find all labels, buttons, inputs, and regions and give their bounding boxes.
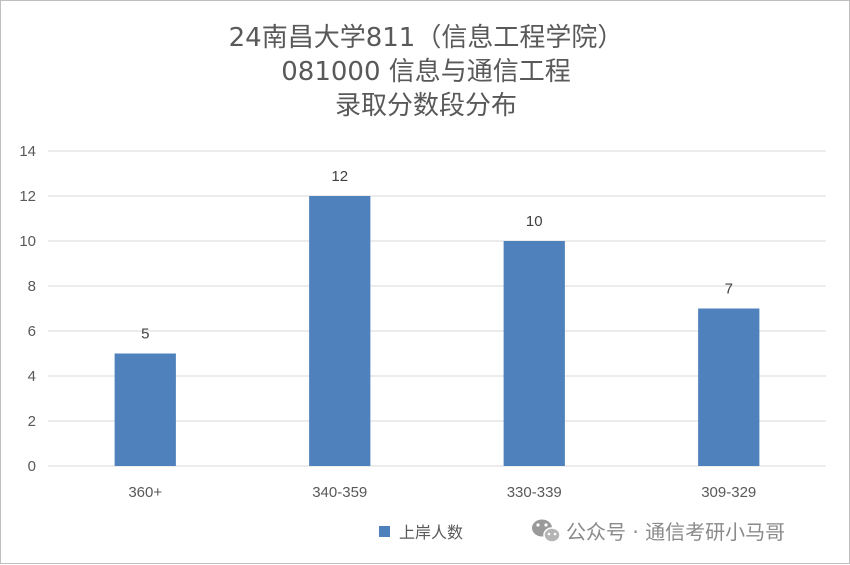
legend-label: 上岸人数 <box>399 523 463 542</box>
y-tick-label: 12 <box>19 188 36 205</box>
x-category-label: 330-339 <box>507 484 562 501</box>
bar <box>698 308 760 466</box>
data-labels: 5 12 10 7 <box>141 168 733 343</box>
data-label: 7 <box>725 281 733 298</box>
y-tick-label: 10 <box>19 233 36 250</box>
gridlines <box>48 150 826 467</box>
y-tick-label: 4 <box>28 368 36 385</box>
bar <box>114 353 176 466</box>
legend-swatch <box>379 526 390 537</box>
data-label: 12 <box>331 168 348 185</box>
watermark: 公众号 · 通信考研小马哥 <box>532 519 785 544</box>
x-category-label: 360+ <box>128 484 162 501</box>
chart-title-line-1: 24南昌大学811（信息工程学院） <box>229 23 624 53</box>
data-label: 5 <box>141 326 149 343</box>
chart-title: 24南昌大学811（信息工程学院） 081000 信息与通信工程 录取分数段分布 <box>229 23 624 121</box>
wechat-icon <box>532 519 561 543</box>
x-category-label: 309-329 <box>701 484 756 501</box>
bar <box>503 241 565 466</box>
y-tick-label: 14 <box>19 143 36 160</box>
data-label: 10 <box>526 213 543 230</box>
bar <box>309 196 371 466</box>
watermark-text: 公众号 · 通信考研小马哥 <box>566 520 785 544</box>
x-category-label: 340-359 <box>312 484 367 501</box>
y-tick-label: 8 <box>28 278 36 295</box>
y-axis-ticks: 0 2 4 6 8 10 12 14 <box>19 143 36 475</box>
legend: 上岸人数 <box>379 523 463 542</box>
y-tick-label: 6 <box>28 323 36 340</box>
x-axis-categories: 360+ 340-359 330-339 309-329 <box>128 484 756 501</box>
y-tick-label: 0 <box>28 458 36 475</box>
chart-title-line-2: 081000 信息与通信工程 <box>281 57 571 87</box>
y-tick-label: 2 <box>28 413 36 430</box>
bars <box>114 196 760 466</box>
chart-title-line-3: 录取分数段分布 <box>335 91 517 121</box>
